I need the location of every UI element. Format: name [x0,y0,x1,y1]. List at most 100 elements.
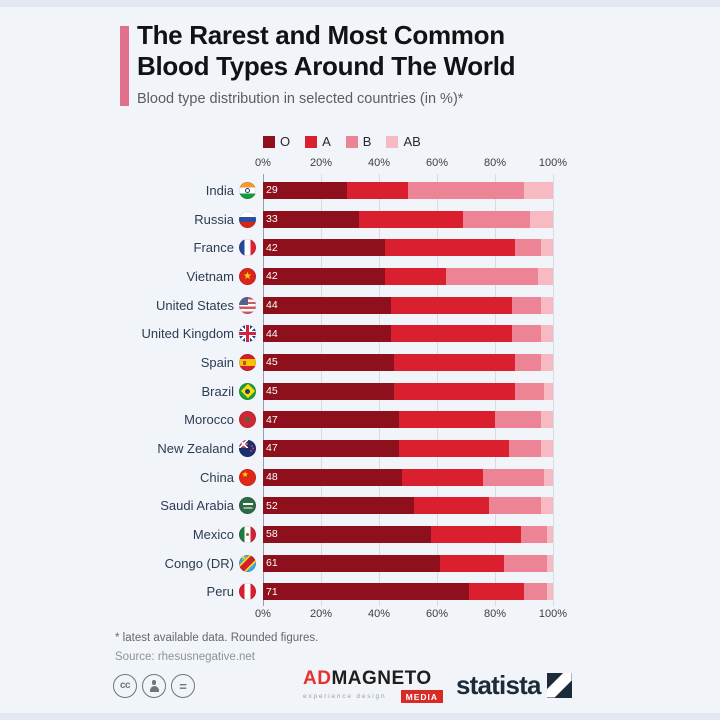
bar-segment-ab [544,468,553,486]
bar-segment-a [384,267,446,285]
bar-segment-o: 29 [263,181,348,199]
bar-segment-a [390,296,513,314]
bar-segment-ab [541,411,553,429]
bar-value-label: 44 [266,299,278,312]
country-cell: Russia [0,210,256,228]
bar-segment-ab [523,181,553,199]
axis-tick-label: 20% [309,157,333,169]
bar-segment-a [402,468,484,486]
bar-value-label: 71 [266,585,278,598]
stacked-bar: 44 [263,325,553,343]
country-cell: Mexico [0,525,256,543]
bar-value-label: 47 [266,413,278,426]
country-cell: China [0,468,256,486]
table-row: Russia 33 [0,205,720,234]
table-row: Morocco 47 [0,405,720,434]
country-label: Congo (DR) [164,555,234,571]
bar-segment-ab [541,239,553,257]
bar-segment-b [494,411,542,429]
bar-value-label: 47 [266,442,278,455]
footnote: * latest available data. Rounded figures… [115,632,319,644]
bar-segment-b [512,325,542,343]
bar-value-label: 29 [266,184,278,197]
bar-value-label: 42 [266,270,278,283]
bar-segment-a [399,411,495,429]
bar-segment-a [347,181,408,199]
axis-tick-label: 60% [425,157,449,169]
country-label: Spain [200,354,234,370]
stacked-bar: 71 [263,583,553,601]
statista-wordmark: statista [456,670,541,700]
table-row: Peru 71 [0,577,720,606]
bar-segment-o: 44 [263,325,391,343]
legend-item-a: A [305,134,331,149]
flag-russia-icon [239,210,256,228]
country-label: New Zealand [157,440,234,456]
bar-value-label: 52 [266,499,278,512]
statista-logo: statista [456,672,572,698]
country-cell: India [0,181,256,199]
bar-value-label: 45 [266,356,278,369]
flag-morocco-icon [239,411,256,429]
bar-segment-b [463,210,530,228]
legend-swatch-a [305,135,318,148]
title-accent-bar [120,26,129,106]
bar-segment-ab [547,554,553,572]
bar-value-label: 42 [266,241,278,254]
bar-value-label: 44 [266,327,278,340]
country-cell: Congo (DR) [0,554,256,572]
country-label: China [200,469,234,485]
country-cell: France [0,239,256,257]
table-row: Mexico 58 [0,520,720,549]
country-cell: Spain [0,353,256,371]
flag-france-icon [239,239,256,257]
bar-segment-o: 42 [263,267,385,285]
bar-value-label: 61 [266,557,278,570]
bar-segment-o: 44 [263,296,391,314]
bar-segment-ab [541,353,553,371]
x-axis-bottom: 0% 20% 40% 60% 80% 100% [0,608,720,622]
table-row: Spain 45 [0,348,720,377]
license-icons: cc = [113,674,195,698]
bar-segment-a [431,525,522,543]
table-row: Brazil 45 [0,377,720,406]
axis-tick-label: 100% [538,608,568,620]
stacked-bar: 42 [263,267,553,285]
statista-square-icon [546,672,572,698]
page-title-line1: The Rarest and Most Common [137,20,505,50]
stacked-bar: 47 [263,411,553,429]
axis-tick-label: 100% [538,157,568,169]
chart-subtitle: Blood type distribution in selected coun… [137,91,464,107]
table-row: United Kingdom 44 [0,319,720,348]
bar-segment-b [523,583,548,601]
bar-segment-b [407,181,524,199]
bar-segment-ab [541,325,553,343]
bar-value-label: 48 [266,471,278,484]
table-row: Saudi Arabia 52 [0,491,720,520]
flag-new-zealand-icon [239,439,256,457]
flag-vietnam-icon [239,267,256,285]
admagneto-tagline: experience design [303,693,387,701]
bar-segment-a [384,239,516,257]
bar-segment-o: 61 [263,554,440,572]
country-label: Brazil [201,383,234,399]
bar-segment-ab [547,583,553,601]
country-cell: Vietnam [0,267,256,285]
axis-tick-label: 40% [367,157,391,169]
legend-label: O [280,134,291,149]
axis-tick-label: 40% [367,608,391,620]
bar-segment-ab [547,525,553,543]
axis-tick-label: 20% [309,608,333,620]
bar-rows: India 29 Russia 33 France 42 Vietnam 42 United S… [0,176,720,606]
admagneto-name: MAGNETO [331,668,432,689]
x-axis-top: 0% 20% 40% 60% 80% 100% [0,157,720,171]
country-cell: Peru [0,583,256,601]
table-row: France 42 [0,233,720,262]
stacked-bar: 33 [263,210,553,228]
admagneto-prefix: AD [303,668,332,689]
legend-item-b: B [345,134,371,149]
page-title: The Rarest and Most Common Blood Types Ar… [137,20,516,82]
stacked-bar: 58 [263,525,553,543]
stacked-bar: 47 [263,439,553,457]
stacked-bar: 29 [263,181,553,199]
